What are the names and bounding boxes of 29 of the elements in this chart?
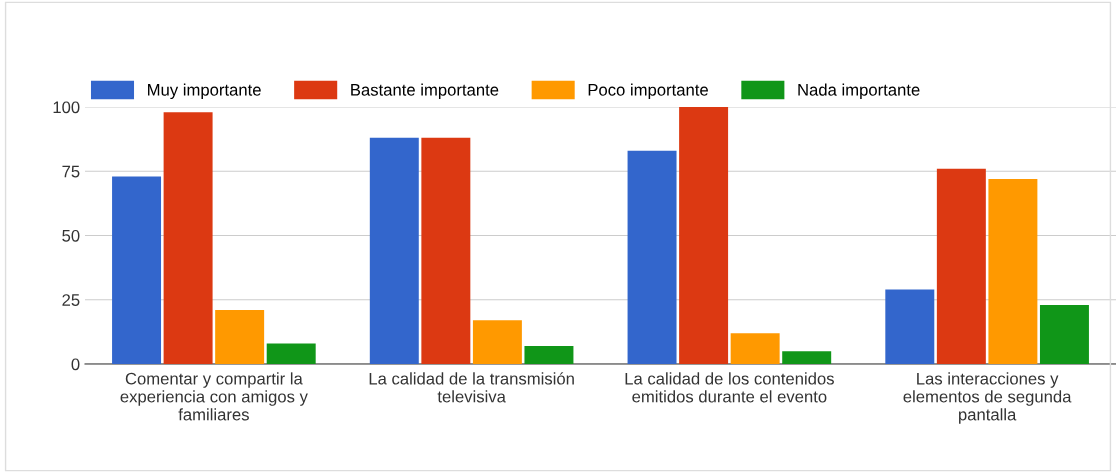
y-tick-label: 50 bbox=[62, 229, 80, 242]
bar bbox=[782, 351, 832, 364]
legend-label: Poco importante bbox=[588, 83, 708, 100]
bar bbox=[524, 346, 574, 364]
y-tick-label: 75 bbox=[62, 165, 80, 178]
bar bbox=[112, 176, 162, 364]
x-tick-label: La calidad de los contenidos emitidos durante el evento bbox=[625, 372, 834, 403]
bar bbox=[369, 137, 419, 364]
bar bbox=[885, 289, 935, 364]
bar bbox=[1039, 304, 1089, 364]
y-tick-label: 0 bbox=[71, 358, 80, 371]
bar bbox=[215, 310, 265, 364]
legend-label: Bastante importante bbox=[351, 83, 499, 100]
legend-label: Nada importante bbox=[798, 83, 920, 100]
bar bbox=[472, 320, 522, 364]
bar bbox=[988, 178, 1038, 364]
bar bbox=[266, 343, 316, 364]
y-tick-label: 25 bbox=[62, 294, 80, 306]
bar bbox=[730, 333, 780, 364]
y-tick-label: 100 bbox=[53, 101, 80, 114]
x-tick-label: La calidad de la transmisión televisiva bbox=[369, 372, 574, 403]
bar bbox=[627, 150, 677, 364]
bar bbox=[679, 107, 729, 364]
x-tick-label: Comentar y compartir la experiencia con amigos y familiares bbox=[120, 372, 308, 421]
bar bbox=[421, 137, 471, 364]
legend-label: Muy importante bbox=[148, 83, 261, 100]
x-tick-label: Las interacciones y elementos de segunda pantalla bbox=[903, 372, 1072, 424]
bar bbox=[163, 112, 213, 364]
bar bbox=[936, 168, 986, 364]
